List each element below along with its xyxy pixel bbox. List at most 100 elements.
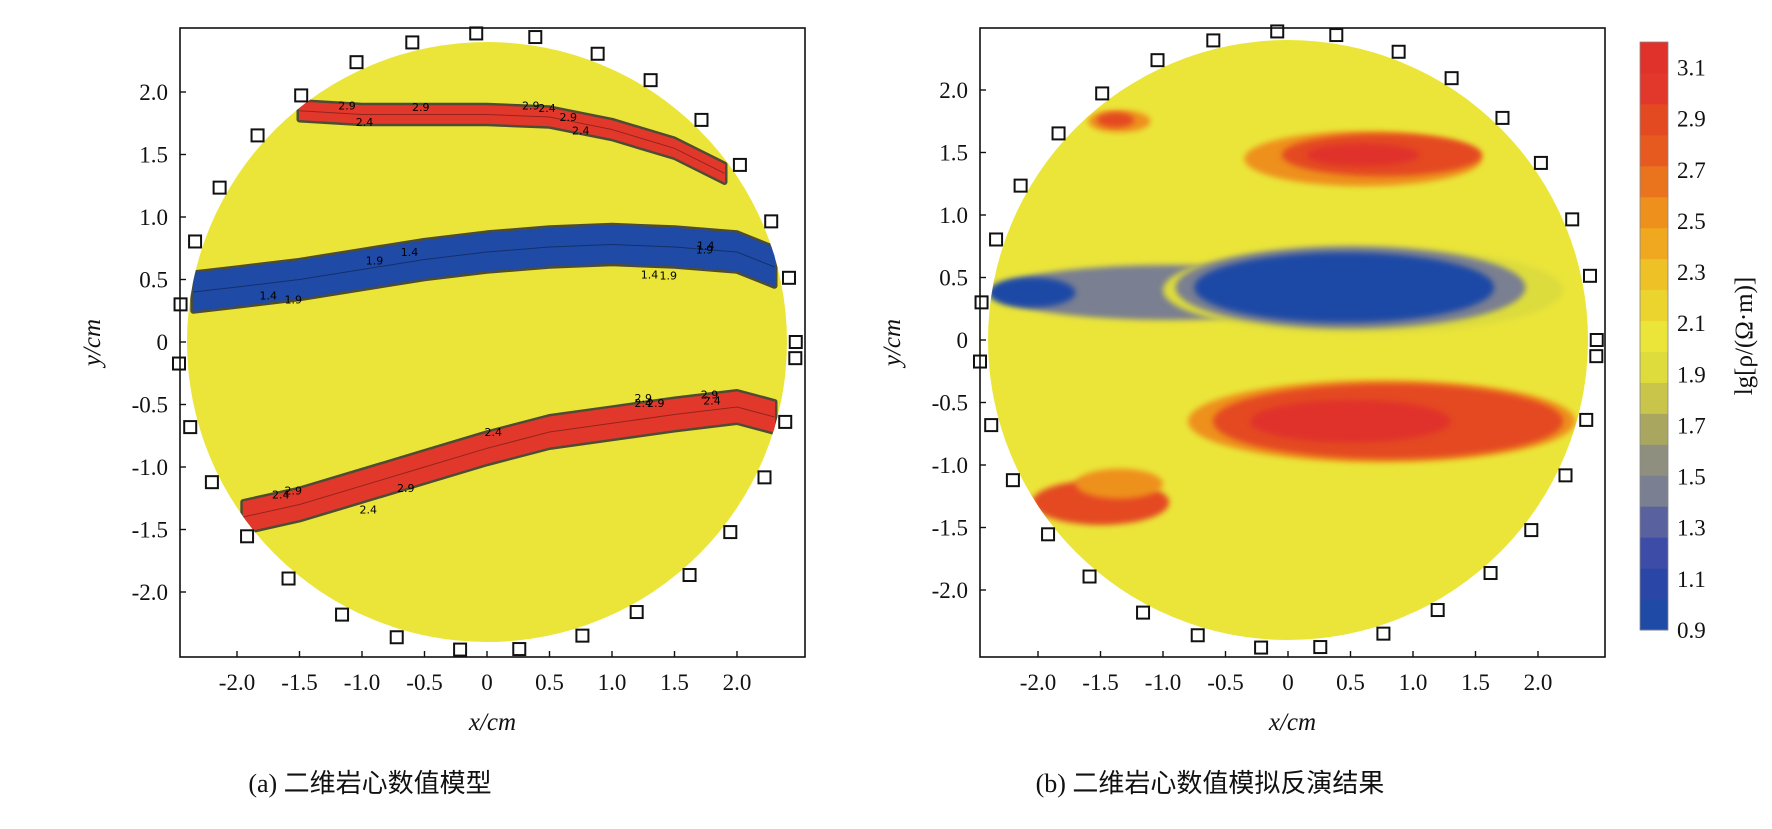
x-tick-label: 0.5 [1336, 670, 1365, 695]
electrode-marker [788, 351, 803, 366]
electrode-marker [590, 46, 605, 61]
electrode-marker [281, 571, 296, 586]
y-tick-label: -0.5 [932, 391, 968, 416]
y-tick-label: 1.5 [939, 141, 968, 166]
x-tick-label: 1.5 [660, 670, 689, 695]
electrode-marker [204, 475, 219, 490]
electrode-marker [732, 157, 747, 172]
contour-label: 2.4 [635, 397, 653, 410]
colorbar-tick-label: 0.9 [1677, 618, 1706, 643]
contour-label: 2.9 [412, 101, 430, 114]
band-contour-0 [299, 110, 725, 174]
heatmap-field [988, 110, 1576, 525]
x-tick-label: 0 [481, 670, 493, 695]
contour-label: 1.4 [260, 290, 278, 303]
contour-label: 1.4 [641, 268, 659, 281]
contour-label: 1.4 [697, 240, 715, 253]
electrode-marker [349, 55, 364, 70]
x-axis-label: x/cm [468, 709, 516, 736]
electrode-marker [1013, 178, 1028, 193]
colorbar-segment [1640, 382, 1668, 414]
electrode-marker [512, 642, 527, 657]
anomaly-2 [1306, 143, 1420, 167]
contour-label: 1.9 [366, 255, 384, 268]
electrode-marker [1254, 640, 1269, 655]
y-tick-label: 0 [957, 328, 969, 353]
colorbar-tick-label: 3.1 [1677, 56, 1706, 81]
electrode-marker [240, 529, 255, 544]
colorbar-segment [1640, 72, 1668, 105]
electrode-marker [984, 418, 999, 433]
colorbar-tick-label: 1.9 [1677, 362, 1706, 387]
contour-label: 2.4 [356, 116, 374, 129]
contour-label: 2.4 [703, 395, 721, 408]
x-axis-label: x/cm [1268, 709, 1316, 736]
electrode-marker [1190, 628, 1205, 643]
electrode-marker [1430, 603, 1445, 618]
electrode-marker [1444, 71, 1459, 86]
anomaly-9 [988, 277, 1076, 308]
colorbar-tick-label: 2.7 [1677, 158, 1706, 183]
contour-label: 2.4 [485, 426, 503, 439]
colorbar-tick-label: 1.5 [1677, 465, 1706, 490]
colorbar-segment [1640, 165, 1668, 198]
x-tick-label: -1.0 [344, 670, 380, 695]
colorbar-segment [1640, 568, 1668, 600]
y-tick-label: 2.0 [939, 78, 968, 103]
x-tick-label: 0 [1282, 670, 1294, 695]
panel-b: -2.0 -1.5 -1.0 -0.5 0 0.5 1.0 1.5 2.0 2.0 1.5 1.0 0.… [879, 24, 1606, 736]
core-disk [988, 40, 1588, 640]
electrode-marker [575, 628, 590, 643]
colorbar-segment [1640, 103, 1668, 136]
x-tick-label: -2.0 [1020, 670, 1056, 695]
y-tick-label: -2.0 [932, 578, 968, 603]
y-tick-label: 2.0 [139, 80, 168, 105]
x-tick-label: -1.0 [1145, 670, 1181, 695]
y-tick-label: -1.0 [932, 453, 968, 478]
x-tick-label: 0.5 [535, 670, 564, 695]
electrode-marker [1329, 28, 1344, 43]
electrode-marker [682, 568, 697, 583]
y-tick-label: 0.5 [939, 266, 968, 291]
electrode-marker [643, 73, 658, 88]
electrode-marker [629, 605, 644, 620]
electrode-marker [1524, 523, 1539, 538]
electrode-marker [757, 470, 772, 485]
electrode-marker [778, 414, 793, 429]
y-tick-label: -1.5 [932, 516, 968, 541]
electrode-marker [1136, 605, 1151, 620]
x-tick-label: 1.0 [598, 670, 627, 695]
electrode-marker [989, 232, 1004, 247]
electrode-marker [1082, 569, 1097, 584]
electrode-marker [188, 234, 203, 249]
electrode-marker [1533, 155, 1548, 170]
electrode-marker [1051, 126, 1066, 141]
y-tick-label: 1.0 [139, 205, 168, 230]
colorbar-tick-label: 2.3 [1677, 260, 1706, 285]
band-1 [192, 225, 775, 312]
electrode-marker [782, 270, 797, 285]
colorbar-tick-label: 2.9 [1677, 107, 1706, 132]
x-tick-label: -1.5 [281, 670, 317, 695]
colorbar-segment [1640, 258, 1668, 291]
colorbar-segment [1640, 289, 1668, 322]
heatmap-field [190, 99, 778, 535]
colorbar-segment [1640, 475, 1668, 507]
y-tick-label: 0.5 [139, 268, 168, 293]
panel-a: 2.92.42.9 2.92.42.92.41.4 1.91.91.41.4 1.91… [79, 26, 806, 736]
colorbar-tick-label: 2.5 [1677, 209, 1706, 234]
band-contour-2 [243, 406, 775, 518]
electrode-marker [469, 26, 484, 41]
contour-label: 2.9 [285, 485, 303, 498]
x-tick-label: -0.5 [406, 670, 442, 695]
core-disk [187, 42, 787, 642]
y-axis-label: y/cm [79, 319, 106, 369]
x-tick-label: -0.5 [1207, 670, 1243, 695]
electrode-marker [1565, 212, 1580, 227]
colorbar-segment [1640, 351, 1668, 383]
x-tick-label: -1.5 [1082, 670, 1118, 695]
electrode-marker [528, 30, 543, 45]
caption-b: (b) 二维岩心数值模拟反演结果 [1036, 769, 1385, 798]
electrode-marker [788, 335, 803, 349]
colorbar-frame [1639, 41, 1669, 631]
